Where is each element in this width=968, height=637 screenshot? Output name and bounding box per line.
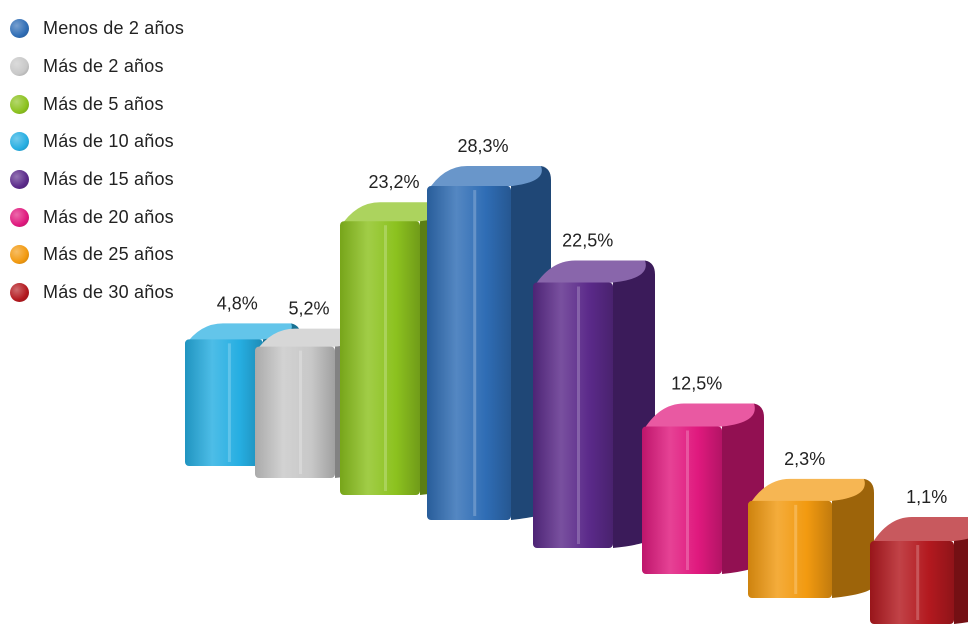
legend-label: Más de 10 años [43, 131, 174, 152]
legend-swatch [10, 19, 29, 39]
legend-item: Más de 2 años [10, 48, 184, 86]
bar-highlight [299, 350, 302, 474]
bar [427, 166, 551, 520]
legend-swatch [10, 283, 29, 303]
legend-swatch [10, 207, 29, 227]
bar-highlight [916, 545, 920, 620]
bar-top [340, 202, 451, 228]
legend-label: Más de 2 años [43, 56, 164, 77]
bar-highlight [577, 286, 580, 544]
legend-item: Más de 30 años [10, 274, 184, 312]
chart-legend: Menos de 2 años Más de 2 años Más de 5 año… [10, 10, 184, 312]
bar [642, 403, 764, 574]
legend-item: Más de 5 años [10, 85, 184, 123]
legend-label: Más de 15 años [43, 169, 174, 190]
bar-front [642, 426, 722, 574]
bar-front [185, 339, 263, 466]
value-label: 28,3% [457, 136, 508, 156]
value-label: 22,5% [562, 231, 613, 251]
bar-highlight [227, 343, 231, 462]
legend-label: Más de 30 años [43, 282, 174, 303]
bar-front [748, 500, 832, 598]
value-label: 2,3% [784, 449, 825, 469]
bar-top [533, 260, 646, 289]
bar-highlight [384, 225, 387, 492]
legend-item: Más de 10 años [10, 123, 184, 161]
legend-label: Más de 5 años [43, 93, 164, 114]
bar-front [255, 346, 335, 478]
legend-label: Más de 25 años [43, 244, 174, 265]
legend-item: Más de 15 años [10, 161, 184, 199]
bar [870, 517, 968, 624]
legend-swatch [10, 170, 29, 190]
bar-front [427, 186, 511, 520]
bar-highlight [794, 504, 798, 594]
bar-side [954, 530, 968, 624]
bar-top [642, 403, 755, 433]
bar [748, 478, 874, 598]
legend-swatch [10, 245, 29, 265]
bar-front [870, 541, 954, 624]
legend-item: Menos de 2 años [10, 10, 184, 48]
value-label: 4,8% [217, 293, 258, 313]
legend-label: Más de 20 años [43, 206, 174, 227]
bar-highlight [686, 430, 689, 570]
bar-top [748, 478, 865, 507]
value-label: 12,5% [671, 374, 722, 394]
bar-front [340, 221, 420, 496]
bar [533, 260, 655, 548]
value-label: 5,2% [288, 299, 329, 319]
value-label: 1,1% [906, 487, 947, 507]
legend-item: Más de 20 años [10, 198, 184, 236]
value-label: 23,2% [368, 172, 419, 192]
bar-side [832, 478, 874, 598]
legend-swatch [10, 94, 29, 114]
bar-top [427, 166, 542, 193]
legend-item: Más de 25 años [10, 236, 184, 274]
legend-swatch [10, 57, 29, 77]
bar-front [533, 282, 613, 548]
bar-top [870, 517, 968, 548]
legend-swatch [10, 132, 29, 152]
bar-highlight [473, 190, 477, 516]
legend-label: Menos de 2 años [43, 18, 185, 39]
